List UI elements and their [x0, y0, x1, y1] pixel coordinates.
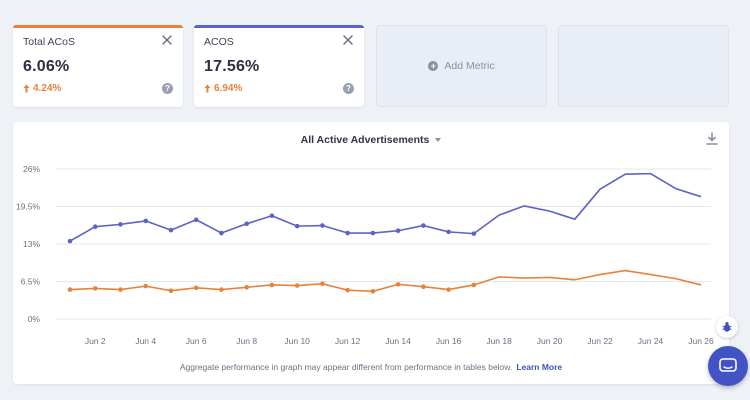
chart-title-dropdown[interactable]: All Active Advertisements — [13, 134, 729, 146]
metric-delta-value: 6.94% — [214, 83, 243, 94]
data-point — [269, 282, 275, 288]
add-metric-label: Add Metric — [444, 60, 495, 72]
data-point — [294, 283, 300, 288]
metric-value: 6.06% — [23, 58, 70, 75]
metric-label: ACOS — [204, 36, 234, 48]
data-point — [446, 287, 451, 292]
chat-button[interactable] — [708, 346, 748, 386]
data-point — [269, 213, 275, 219]
data-point — [471, 231, 477, 236]
series-line-2 — [69, 269, 702, 293]
data-point — [143, 218, 149, 224]
metric-delta: 4.24% — [23, 83, 171, 94]
metric-color-bar — [13, 25, 183, 28]
help-icon[interactable]: ? — [162, 83, 173, 94]
data-point — [219, 287, 224, 292]
empty-metric-slot — [558, 25, 729, 107]
x-tick-label: Jun 22 — [587, 336, 613, 346]
data-point — [421, 284, 426, 289]
y-tick-label: 6.5% — [21, 277, 41, 287]
data-point — [67, 238, 73, 244]
x-tick-label: Jun 8 — [236, 336, 257, 346]
metric-label: Total ACoS — [23, 36, 75, 48]
data-point — [118, 287, 123, 292]
x-tick-label: Jun 12 — [335, 336, 361, 346]
data-point — [244, 221, 249, 227]
x-tick-label: Jun 10 — [284, 336, 310, 346]
data-point — [421, 223, 426, 228]
chart-card: All Active Advertisements 0% 6.5% 13% 19.5%… — [13, 122, 729, 384]
data-point — [370, 230, 376, 236]
close-icon[interactable] — [342, 34, 354, 46]
metric-delta: 6.94% — [204, 83, 352, 94]
x-tick-label: Jun 4 — [135, 336, 156, 346]
chat-icon — [719, 358, 737, 372]
data-point — [370, 289, 376, 294]
metric-delta-value: 4.24% — [33, 83, 62, 94]
y-tick-label: 13% — [23, 239, 40, 249]
plus-circle-icon: + — [428, 61, 439, 71]
x-tick-label: Jun 20 — [537, 336, 563, 346]
metric-card-total-acos[interactable]: Total ACoS 6.06% 4.24% ? — [13, 25, 183, 107]
data-point — [294, 223, 300, 229]
y-tick-label: 19.5% — [16, 202, 41, 212]
data-point — [193, 217, 199, 223]
data-point — [345, 287, 350, 293]
data-point — [92, 286, 98, 291]
y-tick-label: 26% — [23, 164, 40, 174]
metric-value: 17.56% — [204, 58, 260, 75]
data-point — [345, 230, 350, 236]
x-tick-label: Jun 14 — [385, 336, 411, 346]
data-point — [219, 230, 224, 236]
line-chart: 0% 6.5% 13% 19.5% 26% Jun 2 Jun 4 Jun 6 Jun 8 Jun… — [16, 164, 714, 346]
data-point — [118, 222, 123, 227]
data-point — [446, 229, 451, 235]
data-point — [92, 224, 98, 229]
data-point — [168, 288, 174, 294]
chart-note-text: Aggregate performance in graph may appea… — [179, 362, 513, 372]
series-line-1 — [69, 172, 702, 242]
y-tick-label: 0% — [28, 314, 41, 324]
x-tick-label: Jun 16 — [436, 336, 462, 346]
arrow-up-icon — [204, 84, 211, 93]
data-point — [320, 223, 325, 228]
data-point — [193, 285, 199, 291]
close-icon[interactable] — [161, 34, 173, 46]
data-point — [395, 228, 401, 234]
x-tick-label: Jun 26 — [688, 336, 714, 346]
data-point — [168, 227, 174, 233]
x-tick-label: Jun 24 — [638, 336, 664, 346]
x-tick-label: Jun 2 — [85, 336, 106, 346]
data-point — [67, 287, 73, 292]
metric-card-acos[interactable]: ACOS 17.56% 6.94% ? — [194, 25, 364, 107]
bug-report-button[interactable] — [716, 316, 738, 338]
chart-footer-note: Aggregate performance in graph may appea… — [13, 362, 729, 372]
data-point — [320, 281, 325, 287]
learn-more-link[interactable]: Learn More — [516, 362, 563, 372]
x-tick-label: Jun 18 — [486, 336, 512, 346]
data-point — [143, 283, 149, 289]
data-point — [244, 284, 249, 290]
arrow-up-icon — [23, 84, 30, 93]
chart-title: All Active Advertisements — [300, 134, 430, 146]
data-point — [395, 282, 401, 287]
help-icon[interactable]: ? — [343, 83, 354, 94]
caret-down-icon — [435, 138, 442, 143]
bug-icon — [722, 322, 732, 332]
metric-color-bar — [194, 25, 364, 28]
download-icon[interactable] — [705, 132, 719, 146]
x-tick-label: Jun 6 — [186, 336, 207, 346]
add-metric-button[interactable]: + Add Metric — [376, 25, 547, 107]
data-point — [471, 282, 477, 288]
